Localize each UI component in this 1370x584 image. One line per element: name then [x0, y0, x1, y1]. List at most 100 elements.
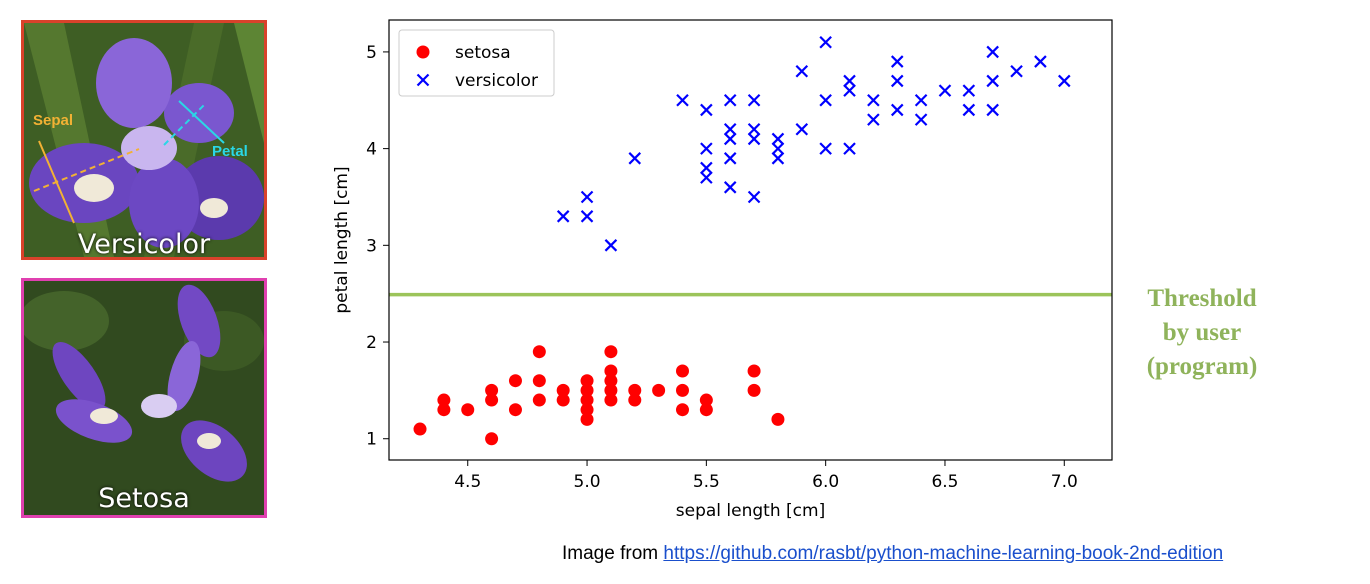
setosa-point [628, 383, 642, 397]
versicolor-point-stroke [604, 239, 618, 252]
versicolor-caption: Versicolor [77, 229, 211, 260]
x-tick-label: 7.0 [1051, 472, 1078, 492]
versicolor-point [747, 190, 761, 204]
y-tick-label: 1 [366, 430, 377, 450]
setosa-photo: Setosa [21, 278, 267, 518]
setosa-point [532, 393, 546, 407]
versicolor-point-stroke [986, 45, 999, 59]
x-tick-label: 5.5 [693, 472, 720, 492]
versicolor-point-stroke [819, 35, 832, 49]
legend-marker-setosa [416, 45, 430, 59]
versicolor-point-stroke [986, 103, 999, 117]
versicolor-point-stroke [628, 152, 642, 165]
versicolor-point [723, 152, 737, 165]
setosa-point [604, 374, 618, 388]
versicolor-point [890, 55, 904, 68]
versicolor-point-stroke [723, 132, 737, 146]
setosa-point [532, 345, 546, 359]
y-tick-label: 5 [366, 43, 377, 63]
versicolor-point-stroke [843, 84, 856, 97]
versicolor-point-stroke [819, 142, 832, 155]
versicolor-point [700, 142, 713, 155]
versicolor-point [604, 239, 618, 252]
legend-marker-stroke [416, 73, 430, 87]
setosa-point [604, 383, 618, 397]
versicolor-point-stroke [676, 93, 689, 107]
versicolor-point [819, 142, 832, 155]
credit-link[interactable]: https://github.com/rasbt/python-machine-… [663, 543, 1224, 564]
versicolor-point-stroke [580, 190, 594, 204]
setosa-point [508, 403, 522, 417]
setosa-caption: Setosa [98, 483, 190, 514]
setosa-point [508, 374, 522, 388]
versicolor-point [580, 210, 594, 223]
setosa-point [580, 374, 594, 388]
y-tick-label: 4 [366, 140, 377, 160]
versicolor-point [700, 103, 713, 117]
plot-frame [388, 19, 1113, 461]
versicolor-point [986, 103, 999, 117]
setosa-point [556, 383, 570, 397]
versicolor-point-stroke [771, 132, 785, 146]
versicolor-point [580, 190, 594, 204]
versicolor-point-stroke [700, 142, 713, 155]
versicolor-point-stroke [819, 93, 832, 107]
versicolor-point-stroke [700, 103, 713, 117]
setosa-point [628, 393, 642, 407]
versicolor-point [747, 132, 761, 146]
setosa-point [580, 393, 594, 407]
versicolor-point-stroke [771, 142, 785, 155]
versicolor-point [938, 84, 952, 97]
versicolor-point-stroke [723, 122, 737, 136]
setosa-point [485, 393, 499, 407]
versicolor-point [747, 122, 761, 136]
versicolor-point-stroke [867, 113, 880, 126]
versicolor-point [723, 93, 737, 107]
versicolor-point [819, 35, 832, 49]
versicolor-point [843, 84, 856, 97]
versicolor-point [556, 210, 570, 223]
setosa-point [556, 393, 570, 407]
credit-prefix: Image from [562, 543, 664, 564]
versicolor-point [819, 93, 832, 107]
versicolor-point-stroke [556, 210, 570, 223]
setosa-point [532, 374, 546, 388]
setosa-point [580, 403, 594, 417]
versicolor-point-stroke [843, 74, 856, 88]
versicolor-point [962, 84, 976, 97]
setosa-point [437, 403, 451, 417]
setosa-point [675, 364, 689, 378]
versicolor-point [723, 181, 737, 194]
versicolor-point-stroke [771, 152, 785, 165]
x-tick-label: 4.5 [454, 472, 481, 492]
legend-label-versicolor: versicolor [455, 71, 538, 91]
setosa-point [604, 364, 618, 378]
versicolor-point [676, 93, 689, 107]
setosa-flower-illustration [24, 281, 264, 515]
versicolor-point [700, 171, 713, 184]
versicolor-point [795, 64, 809, 78]
setosa-point [771, 412, 785, 426]
versicolor-point-stroke [867, 93, 880, 107]
setosa-point [485, 383, 499, 397]
setosa-point [580, 383, 594, 397]
x-tick-label: 6.0 [812, 472, 839, 492]
versicolor-point-stroke [938, 84, 952, 97]
versicolor-point-stroke [747, 190, 761, 204]
versicolor-point-stroke [700, 171, 713, 184]
versicolor-point [1034, 55, 1047, 68]
versicolor-point [867, 113, 880, 126]
setosa-point [747, 383, 761, 397]
versicolor-point-stroke [962, 103, 976, 117]
versicolor-point [700, 161, 713, 175]
versicolor-point-stroke [890, 74, 904, 88]
versicolor-point [890, 74, 904, 88]
setosa-point [747, 364, 761, 378]
versicolor-point [723, 122, 737, 136]
x-axis-label: sepal length [cm] [676, 501, 825, 521]
setosa-point [675, 383, 689, 397]
versicolor-point-stroke [914, 93, 928, 107]
setosa-point [604, 345, 618, 359]
versicolor-point-stroke [914, 113, 928, 126]
versicolor-point-stroke [723, 181, 737, 194]
